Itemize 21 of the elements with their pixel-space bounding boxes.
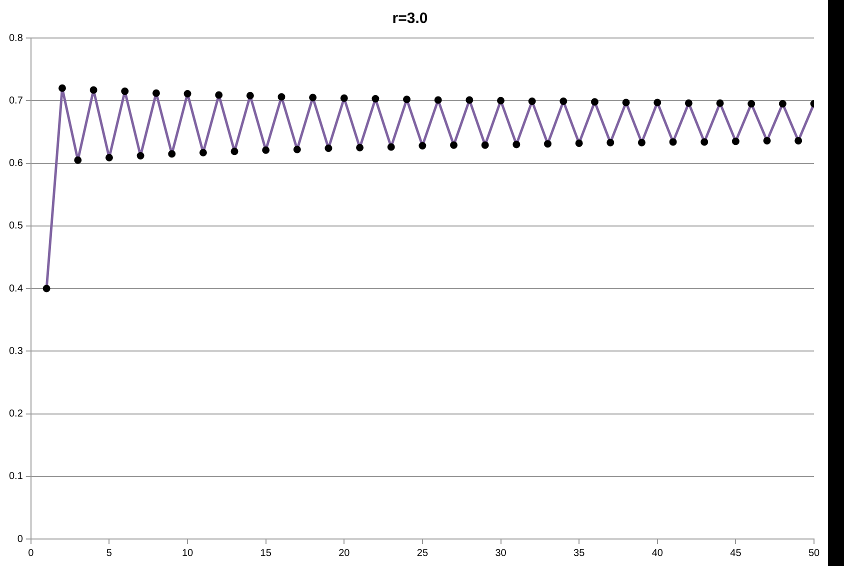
x-tick-label: 5 [106,548,112,559]
x-tick-label: 20 [338,548,350,559]
x-tick-label: 25 [416,548,428,559]
chart-title: r=3.0 [392,10,428,28]
x-tick-label: 0 [28,548,34,559]
y-tick-label: 0.1 [8,471,24,482]
y-tick-label: 0.3 [8,346,24,357]
y-tick-label: 0.8 [8,32,24,44]
y-tick-label: 0.2 [8,408,24,420]
y-tick-label: 0.5 [8,220,24,232]
y-tick-label: 0 [17,534,24,545]
x-tick-label: 45 [730,548,742,559]
x-tick-label: 40 [652,548,664,559]
x-tick-label: 10 [182,548,194,559]
y-tick-label: 0.4 [8,283,24,294]
x-tick-label: 35 [574,548,586,559]
x-tick-label: 30 [495,548,507,559]
x-tick-label: 15 [260,548,272,559]
y-tick-label: 0.6 [8,158,24,169]
x-tick-label: 50 [808,548,820,559]
y-tick-label: 0.7 [8,95,24,106]
